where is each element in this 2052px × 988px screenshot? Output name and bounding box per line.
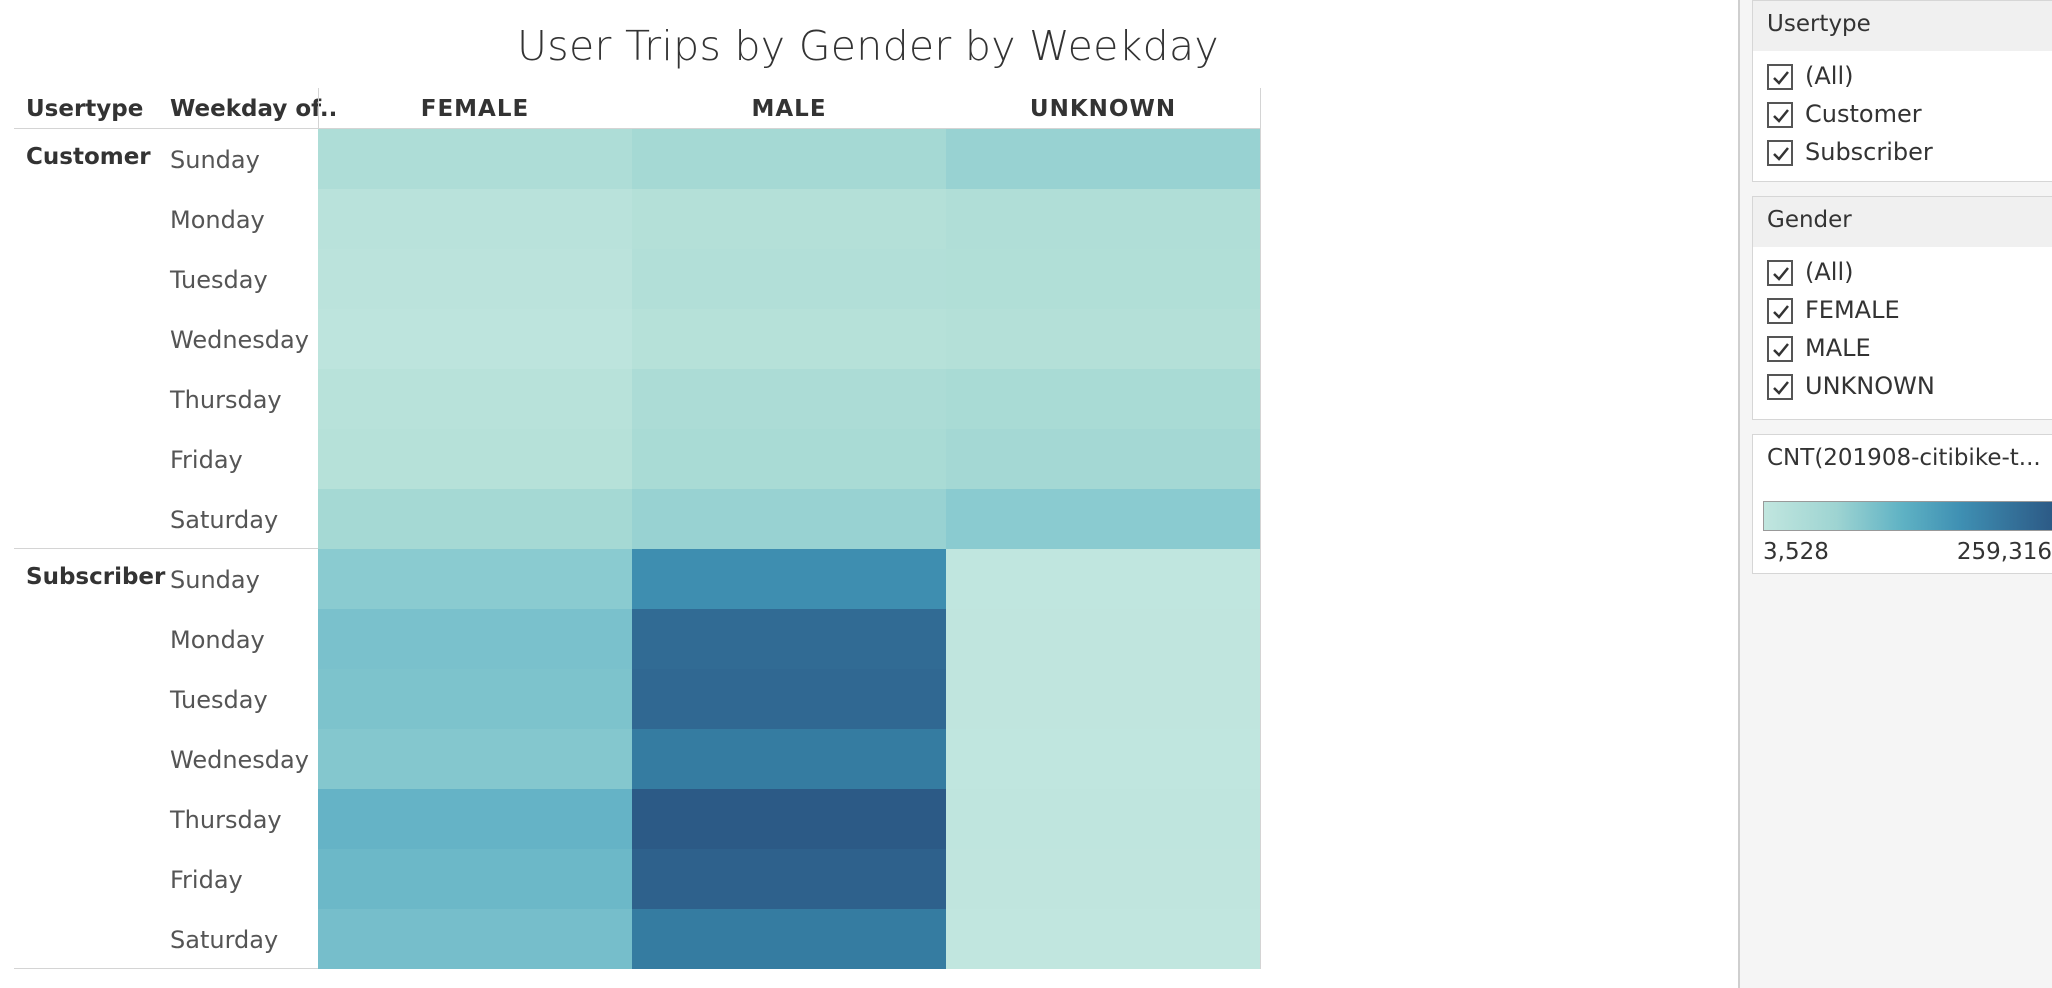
- heatmap-cell-customer-friday-unknown[interactable]: [946, 429, 1260, 489]
- col-header-female[interactable]: FEMALE: [420, 96, 530, 122]
- heatmap-cells: [318, 129, 1260, 969]
- usertype-filter-card: Usertype (All) Customer Subscriber: [1752, 0, 2052, 182]
- row-label-customer-sunday: Sunday: [170, 146, 260, 174]
- gender-filter-card: Gender (All) FEMALE MALE UNKNOWN: [1752, 196, 2052, 420]
- heatmap-cell-customer-wednesday-unknown[interactable]: [946, 309, 1260, 369]
- row-label-customer-monday: Monday: [170, 206, 265, 234]
- heatmap-cell-subscriber-tuesday-female[interactable]: [318, 669, 632, 729]
- heatmap-cell-subscriber-sunday-unknown[interactable]: [946, 549, 1260, 609]
- heatmap-cell-customer-sunday-male[interactable]: [632, 129, 946, 189]
- checkbox-checked-icon[interactable]: [1767, 64, 1793, 90]
- color-legend-gradient: [1763, 501, 2052, 531]
- row-label-customer-wednesday: Wednesday: [170, 326, 309, 354]
- row-label-customer-tuesday: Tuesday: [170, 266, 268, 294]
- group-label-subscriber: Subscriber: [26, 564, 166, 590]
- col-header-unknown[interactable]: UNKNOWN: [1029, 96, 1177, 122]
- heatmap-cell-customer-saturday-female[interactable]: [318, 489, 632, 549]
- heatmap-viz: User Trips by Gender by Weekday Usertype…: [14, 22, 1261, 969]
- heatmap-cell-customer-thursday-female[interactable]: [318, 369, 632, 429]
- gender-option-male[interactable]: MALE: [1753, 329, 2052, 367]
- filter-panel: Usertype (All) Customer Subscriber Gende…: [1738, 0, 2052, 988]
- heatmap-cell-subscriber-friday-female[interactable]: [318, 849, 632, 909]
- checkbox-checked-icon[interactable]: [1767, 298, 1793, 324]
- heatmap-cell-subscriber-monday-male[interactable]: [632, 609, 946, 669]
- usertype-option-subscriber[interactable]: Subscriber: [1753, 133, 2052, 171]
- heatmap-cell-subscriber-wednesday-male[interactable]: [632, 729, 946, 789]
- gender-option-all[interactable]: (All): [1753, 253, 2052, 291]
- heatmap-cell-subscriber-thursday-female[interactable]: [318, 789, 632, 849]
- color-legend-max: 259,316: [1956, 539, 2052, 565]
- row-label-customer-saturday: Saturday: [170, 506, 279, 534]
- heatmap-cell-customer-thursday-unknown[interactable]: [946, 369, 1260, 429]
- heatmap-cell-subscriber-tuesday-male[interactable]: [632, 669, 946, 729]
- header-divider: [14, 128, 1261, 129]
- row-label-subscriber-wednesday: Wednesday: [170, 746, 309, 774]
- row-label-subscriber-saturday: Saturday: [170, 926, 279, 954]
- color-legend-title: CNT(201908-citibike-t...: [1753, 435, 2052, 485]
- col-header-male[interactable]: MALE: [751, 96, 827, 122]
- usertype-option-all[interactable]: (All): [1753, 57, 2052, 95]
- heatmap-cell-customer-tuesday-female[interactable]: [318, 249, 632, 309]
- checkbox-checked-icon[interactable]: [1767, 102, 1793, 128]
- heatmap-cell-customer-tuesday-male[interactable]: [632, 249, 946, 309]
- heatmap-cell-subscriber-saturday-male[interactable]: [632, 909, 946, 969]
- heatmap-cell-customer-saturday-unknown[interactable]: [946, 489, 1260, 549]
- usertype-header[interactable]: Usertype: [26, 96, 144, 122]
- heatmap-cell-subscriber-thursday-unknown[interactable]: [946, 789, 1260, 849]
- heatmap-cell-subscriber-saturday-female[interactable]: [318, 909, 632, 969]
- heatmap-cell-subscriber-sunday-male[interactable]: [632, 549, 946, 609]
- heatmap-cell-subscriber-monday-female[interactable]: [318, 609, 632, 669]
- row-label-subscriber-thursday: Thursday: [170, 806, 282, 834]
- heatmap-cell-subscriber-saturday-unknown[interactable]: [946, 909, 1260, 969]
- chart-title: User Trips by Gender by Weekday: [517, 22, 1219, 70]
- heatmap-cell-subscriber-sunday-female[interactable]: [318, 549, 632, 609]
- heatmap-cell-subscriber-thursday-male[interactable]: [632, 789, 946, 849]
- gender-option-unknown[interactable]: UNKNOWN: [1753, 367, 2052, 405]
- heatmap-cell-subscriber-wednesday-female[interactable]: [318, 729, 632, 789]
- checkbox-checked-icon[interactable]: [1767, 140, 1793, 166]
- color-legend-min: 3,528: [1763, 539, 1829, 565]
- gender-option-female[interactable]: FEMALE: [1753, 291, 2052, 329]
- checkbox-checked-icon[interactable]: [1767, 336, 1793, 362]
- heatmap-cell-customer-friday-male[interactable]: [632, 429, 946, 489]
- heatmap-cell-customer-thursday-male[interactable]: [632, 369, 946, 429]
- usertype-filter-title: Usertype: [1753, 1, 2052, 51]
- gender-filter-title: Gender: [1753, 197, 2052, 247]
- heatmap-cell-customer-monday-unknown[interactable]: [946, 189, 1260, 249]
- heatmap-cell-customer-wednesday-male[interactable]: [632, 309, 946, 369]
- row-label-customer-friday: Friday: [170, 446, 243, 474]
- heatmap-cell-subscriber-wednesday-unknown[interactable]: [946, 729, 1260, 789]
- usertype-option-customer[interactable]: Customer: [1753, 95, 2052, 133]
- row-label-customer-thursday: Thursday: [170, 386, 282, 414]
- color-legend-card: CNT(201908-citibike-t... 3,528 259,316: [1752, 434, 2052, 574]
- heatmap-cell-subscriber-monday-unknown[interactable]: [946, 609, 1260, 669]
- row-label-subscriber-monday: Monday: [170, 626, 265, 654]
- heatmap-cell-customer-saturday-male[interactable]: [632, 489, 946, 549]
- group-label-customer: Customer: [26, 144, 151, 170]
- heatmap-cell-customer-friday-female[interactable]: [318, 429, 632, 489]
- heatmap-cell-customer-monday-female[interactable]: [318, 189, 632, 249]
- heatmap-cell-subscriber-tuesday-unknown[interactable]: [946, 669, 1260, 729]
- grid-divider-right: [1260, 88, 1261, 968]
- row-label-subscriber-friday: Friday: [170, 866, 243, 894]
- checkbox-checked-icon[interactable]: [1767, 374, 1793, 400]
- weekday-header[interactable]: Weekday of..: [170, 96, 338, 122]
- checkbox-checked-icon[interactable]: [1767, 260, 1793, 286]
- row-label-subscriber-tuesday: Tuesday: [170, 686, 268, 714]
- heatmap-cell-customer-monday-male[interactable]: [632, 189, 946, 249]
- heatmap-cell-subscriber-friday-unknown[interactable]: [946, 849, 1260, 909]
- heatmap-cell-customer-wednesday-female[interactable]: [318, 309, 632, 369]
- row-label-subscriber-sunday: Sunday: [170, 566, 260, 594]
- heatmap-cell-subscriber-friday-male[interactable]: [632, 849, 946, 909]
- heatmap-cell-customer-tuesday-unknown[interactable]: [946, 249, 1260, 309]
- heatmap-cell-customer-sunday-female[interactable]: [318, 129, 632, 189]
- heatmap-cell-customer-sunday-unknown[interactable]: [946, 129, 1260, 189]
